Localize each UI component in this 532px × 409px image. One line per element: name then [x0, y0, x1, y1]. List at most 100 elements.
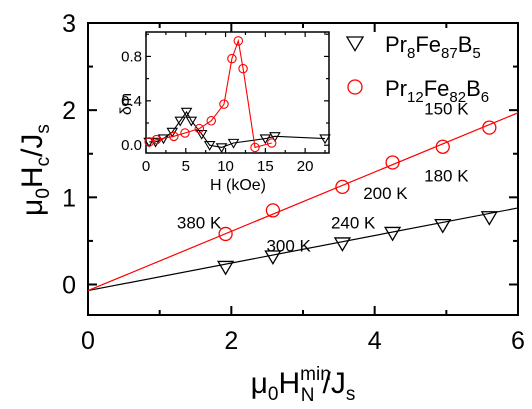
- inset-x-tick-label: 20: [297, 158, 314, 175]
- temperature-label: 300 K: [266, 236, 311, 255]
- main-markers: [216, 120, 498, 276]
- inset-point-series-0: [269, 132, 281, 143]
- y-tick-label: 1: [62, 184, 76, 212]
- inset-point-series-1: [238, 63, 248, 74]
- inset-point-series-1: [180, 128, 190, 138]
- legend-label-part: B: [466, 76, 481, 101]
- data-point-series-0: [333, 237, 352, 252]
- data-point-series-1: [218, 226, 233, 242]
- inset-y-tick-label: 0.0: [121, 137, 142, 154]
- legend-label-part: 87: [441, 45, 458, 62]
- legend-label-part: Fe: [415, 32, 441, 57]
- inset-x-tick-label: 10: [217, 158, 234, 175]
- x-axis-label-mid: H: [279, 367, 301, 400]
- y-axis-label-sub1: 0: [33, 188, 54, 199]
- x-tick-label: 6: [511, 327, 525, 355]
- data-point-series-0: [383, 226, 402, 242]
- inset-x-tick-label: 5: [182, 158, 190, 175]
- inset-point-series-0: [174, 116, 187, 127]
- x-tick-label: 2: [224, 327, 238, 355]
- inset-point-series-0: [195, 129, 208, 140]
- y-axis-label: μ0Hc/Js: [16, 124, 54, 216]
- inset-point-series-1: [144, 137, 154, 147]
- inset-point-series-1: [151, 134, 162, 145]
- inset-point-series-0: [259, 134, 272, 145]
- legend-marker-1: [347, 79, 363, 95]
- fit-line-series-1: [87, 112, 519, 292]
- x-tick-label: 0: [81, 327, 95, 355]
- data-point-series-0: [434, 218, 452, 234]
- inset-x-tick-label: 15: [257, 158, 274, 175]
- temperature-label: 380 K: [177, 214, 222, 233]
- inset-point-series-1: [219, 99, 229, 109]
- inset-point-series-1: [250, 142, 260, 153]
- x-axis-label-sub2: N: [301, 385, 315, 406]
- fit-line-series-0: [87, 207, 519, 292]
- inset-line-series-1: [149, 38, 272, 149]
- x-axis-label: μ0Hmin N/Js: [251, 364, 356, 406]
- x-axis-label-sub1: 0: [268, 384, 279, 405]
- inset-point-series-1: [194, 123, 205, 134]
- x-axis-label-tail: /J: [323, 367, 346, 400]
- data-point-series-1: [335, 179, 350, 195]
- inset-point-series-1: [266, 138, 277, 148]
- x-tick-label: 4: [368, 327, 382, 355]
- inset-point-series-1: [206, 116, 216, 126]
- legend-label-part: 12: [407, 89, 424, 106]
- x-axis-label-sup: min: [300, 364, 331, 385]
- data-point-series-1: [482, 120, 497, 135]
- inset-point-series-0: [227, 138, 240, 149]
- y-axis-label-sub2: c: [33, 157, 54, 167]
- y-axis-label-mid: H: [16, 166, 49, 188]
- inset-x-tick-label: 0: [142, 158, 150, 175]
- inset-y-tick-label: 0.8: [121, 48, 142, 65]
- data-point-series-1: [385, 155, 400, 170]
- y-axis-label-tail: /J: [16, 134, 49, 157]
- legend-label-part: 6: [481, 89, 489, 106]
- inset-point-series-0: [203, 141, 216, 151]
- legend-label-part: 82: [449, 89, 466, 106]
- y-axis-label-sub3: s: [33, 124, 54, 134]
- data-point-series-1: [265, 203, 281, 218]
- legend-label-part: Fe: [424, 76, 450, 101]
- data-point-series-1: [435, 139, 450, 154]
- legend-label-part: 8: [407, 45, 415, 62]
- y-tick-label: 2: [62, 97, 76, 125]
- legend-label-part: Pr: [385, 76, 407, 101]
- y-tick-label: 0: [62, 271, 76, 299]
- inset-point-series-0: [180, 107, 193, 118]
- temperature-label: 150 K: [424, 100, 469, 119]
- inset-point-series-0: [143, 137, 155, 148]
- legend-label-part: 5: [472, 45, 480, 62]
- inset-point-series-0: [215, 143, 228, 154]
- main-fit-lines: [87, 112, 519, 292]
- main-ticks: [87, 22, 519, 315]
- inset-point-series-1: [227, 53, 237, 64]
- data-point-series-0: [480, 211, 498, 226]
- main-annotations: 150 K 180 K 200 K 240 K 380 K 300 K: [177, 100, 469, 256]
- legend-label-part: Pr: [385, 32, 407, 57]
- temperature-label: 200 K: [363, 184, 408, 203]
- inset-point-series-1: [169, 131, 179, 142]
- legend-marker-0: [345, 36, 365, 52]
- y-axis-label-base: μ: [16, 199, 49, 216]
- inset-content: 0 5 10 15 20 0.0 0.4 0.8: [121, 32, 331, 175]
- legend-label-part: B: [458, 32, 473, 57]
- inset-y-tick-label: 0.4: [121, 93, 142, 110]
- inset-point-series-0: [319, 134, 331, 145]
- inset-point-series-1: [233, 36, 244, 46]
- x-axis-label-sub3: s: [346, 384, 356, 405]
- temperature-label: 180 K: [424, 167, 469, 186]
- data-point-series-0: [216, 260, 235, 276]
- temperature-label: 240 K: [331, 214, 376, 233]
- x-axis-label-base: μ: [251, 367, 268, 400]
- inset-y-axis-label: δm: [118, 93, 135, 115]
- inset-x-axis-label: H (kOe): [210, 177, 266, 194]
- inset-point-series-0: [185, 116, 198, 127]
- y-tick-label: 3: [62, 10, 76, 38]
- data-point-series-0: [264, 250, 282, 265]
- legend-label-1: Pr12Fe82B6: [385, 76, 489, 106]
